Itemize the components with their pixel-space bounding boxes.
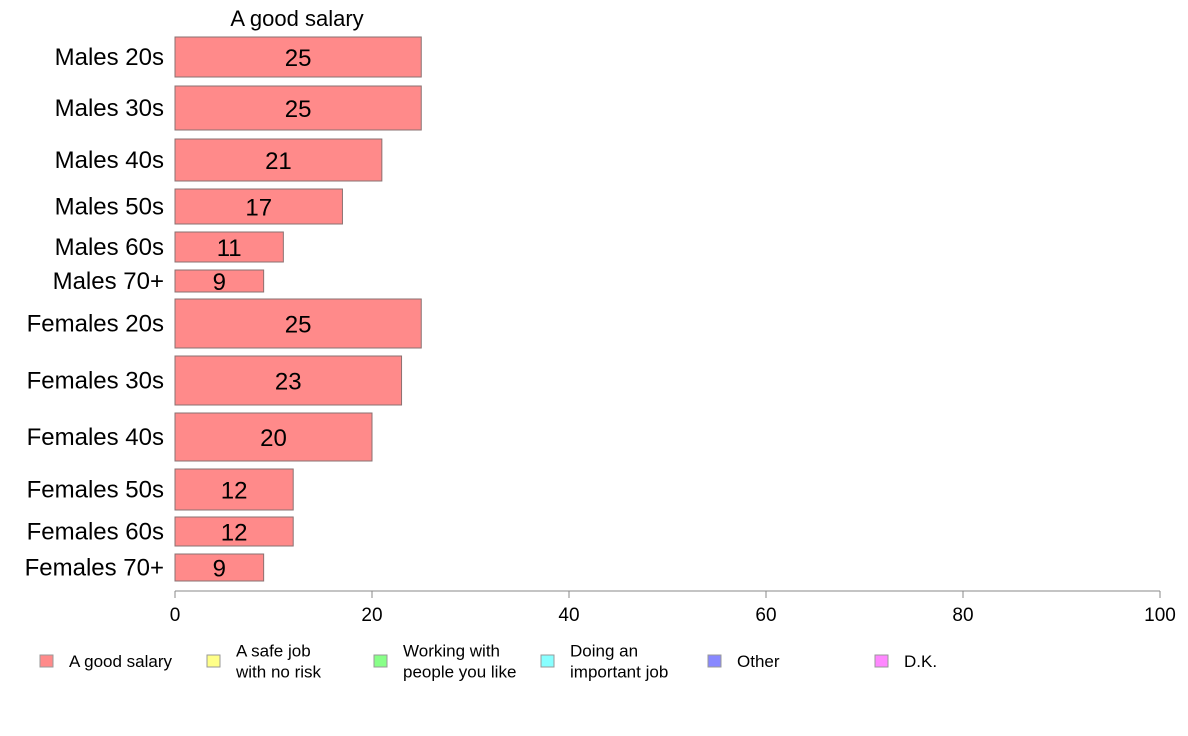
legend-swatch [540,654,555,668]
legend-label: D.K. [904,652,937,671]
legend-label: A good salary [69,652,173,671]
category-label: Males 30s [55,95,164,122]
category-label: Males 20s [55,44,164,71]
value-label: 25 [285,312,312,339]
category-label: Males 40s [55,147,164,174]
legend-label: Doing an important job [570,642,668,682]
value-label: 25 [285,96,312,123]
bar-females-60s [174,516,294,547]
category-label: Males 50s [55,194,164,221]
category-label: Females 50s [27,477,164,504]
category-label: Females 60s [27,519,164,546]
value-label: 21 [265,148,292,175]
legend-swatch [373,654,388,668]
legend-swatch [39,654,54,668]
bar-males-50s [174,188,343,225]
bar-females-30s [174,355,403,406]
category-label: Males 60s [55,234,164,261]
x-tick-label: 60 [755,605,776,626]
legend-swatch [206,654,221,668]
x-tick-label: 20 [361,605,382,626]
category-label: Females 70+ [25,555,164,582]
chart-title: A good salary [230,6,363,31]
bar-males-70- [174,269,265,293]
bars-group: Males 20s 25 Males 30s 25 Males 40s 21 Males 5… [25,36,422,583]
legend-label: Other [737,652,780,671]
bar-males-30s [174,85,422,131]
value-label: 25 [285,45,312,72]
bar-females-50s [174,468,294,511]
x-tick-label: 80 [952,605,973,626]
value-label: 17 [245,195,272,222]
bar-males-60s [174,231,284,263]
x-tick-label: 40 [558,605,579,626]
bar-males-20s [174,36,422,78]
legend-swatch [874,654,889,668]
bar-females-40s [174,412,373,462]
category-label: Females 30s [27,368,164,395]
x-tick-label: 100 [1144,605,1176,626]
bar-males-40s [174,138,383,182]
category-label: Females 20s [27,311,164,338]
category-label: Males 70+ [53,268,164,295]
x-axis: 0 20 40 60 80 100 [170,590,1176,626]
value-label: 23 [275,369,302,396]
value-label: 12 [221,478,248,505]
bar-females-20s [174,298,422,349]
value-label: 20 [260,425,287,452]
legend: A good salary A safe job with no risk Worki… [39,642,937,682]
value-label: 12 [221,520,248,547]
legend-label: A safe job with no risk [235,642,322,682]
value-label: 9 [213,556,226,583]
x-tick-label: 0 [170,605,181,626]
category-label: Females 40s [27,424,164,451]
value-label: 11 [217,235,242,262]
value-label: 9 [213,269,226,296]
legend-label: Working with people you like [403,642,516,682]
legend-swatch [707,654,722,668]
bar-females-70- [174,553,265,582]
